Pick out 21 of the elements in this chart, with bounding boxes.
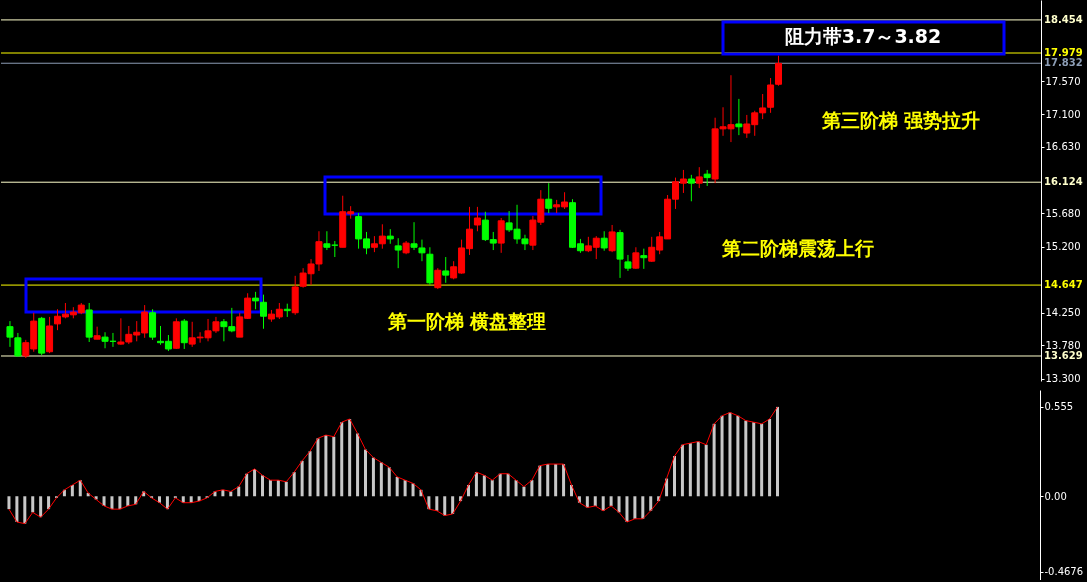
y-tick-label: 17.100: [1045, 108, 1081, 120]
y-tick-label: 0.00: [1044, 490, 1067, 502]
ref-line-label: 17.979: [1044, 47, 1083, 59]
y-tick-label: 0.555: [1044, 401, 1074, 413]
annotation: 第三阶梯 强势拉升: [820, 109, 981, 131]
y-tick-label: 17.570: [1045, 75, 1081, 87]
y-tick-label: 14.250: [1045, 307, 1081, 319]
ref-line-label: 17.832: [1044, 57, 1083, 69]
y-tick-label: 15.200: [1045, 241, 1081, 253]
annotation: 第二阶梯震荡上行: [721, 237, 874, 259]
y-tick-label: 13.300: [1045, 373, 1081, 385]
ref-line-label: 13.629: [1044, 349, 1083, 361]
y-tick-label: 16.630: [1045, 141, 1081, 153]
y-tick-label: 13.780: [1045, 339, 1081, 351]
y-tick-label: -0.4676: [1044, 566, 1084, 578]
annotation: 第一阶梯 横盘整理: [386, 310, 547, 332]
ref-line-label: 18.454: [1044, 13, 1083, 25]
annotation: 阻力带3.7～3.82: [784, 25, 942, 47]
ref-line-label: 16.124: [1044, 176, 1083, 188]
y-tick-label: 15.680: [1045, 207, 1081, 219]
ref-line-label: 14.647: [1044, 279, 1083, 291]
